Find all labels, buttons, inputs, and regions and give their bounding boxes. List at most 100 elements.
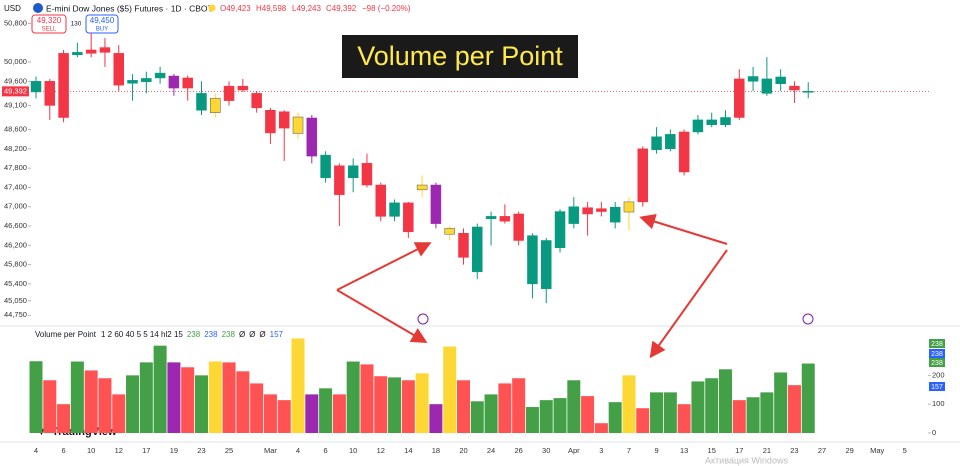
scale-label: 238 <box>931 360 943 367</box>
x-tick-label: 26 <box>514 446 522 455</box>
volume-bar <box>774 372 788 433</box>
y-tick-label: 49,100 <box>4 100 27 109</box>
y-tick-label: 200 <box>932 370 945 379</box>
volume-bar <box>732 400 746 433</box>
ohlc-high: H49,598 <box>256 4 287 13</box>
y-tick-label: 49,600 <box>4 76 27 85</box>
volume-bar <box>525 407 539 433</box>
ohlc-low: L49,243 <box>292 4 321 13</box>
x-tick-label: 18 <box>432 446 440 455</box>
indicator-value: 238 <box>204 330 218 339</box>
volume-bar <box>126 375 140 433</box>
ohlc-open: O49,423 <box>220 4 251 13</box>
x-tick-label: 24 <box>487 446 495 455</box>
candle-body <box>430 184 442 224</box>
event-icon[interactable] <box>802 313 814 325</box>
x-tick-label: 3 <box>599 446 603 455</box>
volume-bar <box>484 394 498 433</box>
candle-body <box>141 78 152 83</box>
scale-label: 238 <box>931 341 943 348</box>
volume-bar <box>608 402 622 433</box>
y-tick-label: 47,000 <box>4 202 27 211</box>
buy-button[interactable] <box>85 14 119 34</box>
buy-price: 49,450 <box>90 16 115 25</box>
volume-bar <box>263 394 277 433</box>
candle-body <box>58 53 69 118</box>
candle-body <box>540 240 552 289</box>
x-tick-label: 27 <box>818 446 826 455</box>
volume-bar <box>194 375 208 433</box>
candle-body <box>596 208 607 212</box>
spread: 130 <box>71 21 82 28</box>
volume-bar <box>760 392 774 433</box>
volume-bar <box>250 383 264 433</box>
x-tick-label: 21 <box>763 446 771 455</box>
candle-body <box>182 77 193 89</box>
volume-bar <box>332 394 346 433</box>
candle-body <box>99 47 111 53</box>
candle-body <box>265 110 276 134</box>
candle-body <box>72 52 83 56</box>
indicator-name[interactable]: Volume per Point <box>35 330 97 339</box>
indicator-params: 1 2 60 40 5 5 14 hl2 15 <box>101 330 183 339</box>
x-tick-label: 29 <box>845 446 853 455</box>
y-tick-label: 45,800 <box>4 260 27 269</box>
banner-text: Volume per Point <box>357 41 563 71</box>
watermark: Активация Windows <box>705 455 788 465</box>
volume-bar <box>167 362 181 433</box>
indicator-value: 157 <box>270 330 284 339</box>
x-tick-label: 9 <box>654 446 658 455</box>
candle-body <box>568 206 580 224</box>
symbol-title[interactable]: E-mini Dow Jones ($5) Futures · 1D · CBO… <box>46 3 213 13</box>
volume-bar <box>746 397 760 433</box>
sell-button[interactable] <box>31 14 67 34</box>
y-tick-label: 47,800 <box>4 163 27 172</box>
indicator-values: 238 238 238 Ø Ø Ø 157 <box>187 330 284 339</box>
indicator-value: Ø <box>259 330 265 339</box>
volume-bar <box>512 378 526 433</box>
arrow <box>336 289 428 344</box>
x-tick-label: 23 <box>197 446 205 455</box>
status-dot <box>208 4 216 12</box>
candle-body <box>44 81 56 106</box>
last-price-box <box>2 86 29 97</box>
volume-bar <box>57 404 71 433</box>
indicator-value: 238 <box>222 330 236 339</box>
x-tick-label: 5 <box>903 446 907 455</box>
volume-bar <box>236 371 250 433</box>
volume-bar <box>277 400 291 433</box>
indicator-value: 238 <box>187 330 201 339</box>
volume-bar <box>470 401 484 433</box>
volume-bar <box>388 377 402 433</box>
candle-body <box>237 85 249 91</box>
scale-label: 238 <box>931 351 943 358</box>
volume-bar <box>98 378 112 433</box>
candle-body <box>85 49 97 54</box>
scale-label-box <box>929 382 945 391</box>
event-icon[interactable] <box>417 313 429 325</box>
volume-bar <box>84 370 98 433</box>
candle-body <box>347 165 359 179</box>
volume-bar <box>153 345 167 433</box>
y-tick-label: 46,600 <box>4 221 27 230</box>
candle-body <box>775 76 786 84</box>
x-tick-label: 10 <box>87 446 95 455</box>
ohlc-change: −98 (−0.20%) <box>362 4 411 13</box>
volume-bar <box>208 361 222 433</box>
x-tick-label: 25 <box>225 446 233 455</box>
candle-body <box>706 119 717 125</box>
x-tick-label: 7 <box>627 446 631 455</box>
candle-body <box>665 134 676 150</box>
candle-body <box>734 78 745 118</box>
indicator-value: Ø <box>239 330 245 339</box>
sell-label: SELL <box>42 27 57 33</box>
volume-bar <box>636 408 650 433</box>
volume-bar <box>553 398 567 433</box>
x-tick-label: Mar <box>264 446 277 455</box>
candle-body <box>168 75 180 89</box>
arrow <box>639 213 728 245</box>
candle-body <box>416 184 428 191</box>
volume-bar <box>415 373 429 433</box>
volume-bar <box>112 394 126 433</box>
